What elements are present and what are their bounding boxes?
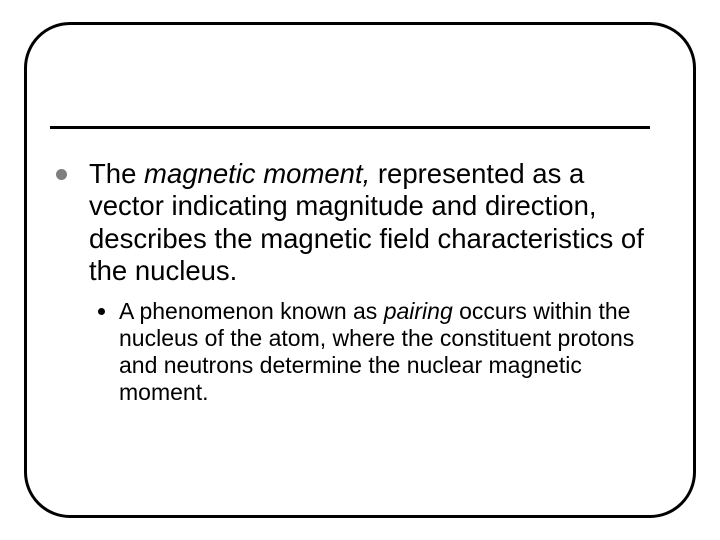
content-area: The magnetic moment, represented as a ve… (56, 158, 666, 406)
bullet-icon (56, 169, 67, 180)
bullet-icon (98, 308, 105, 315)
level1-text: The magnetic moment, represented as a ve… (89, 158, 666, 288)
slide: The magnetic moment, represented as a ve… (0, 0, 720, 540)
level2-pre: A phenomenon known as (119, 298, 384, 324)
bullet-level1: The magnetic moment, represented as a ve… (56, 158, 666, 288)
level1-italic: magnetic moment, (144, 158, 370, 189)
level2-text: A phenomenon known as pairing occurs wit… (119, 298, 666, 407)
bullet-level2: A phenomenon known as pairing occurs wit… (98, 298, 666, 407)
level1-pre: The (89, 158, 144, 189)
level2-italic: pairing (384, 298, 453, 324)
title-rule (50, 126, 650, 129)
